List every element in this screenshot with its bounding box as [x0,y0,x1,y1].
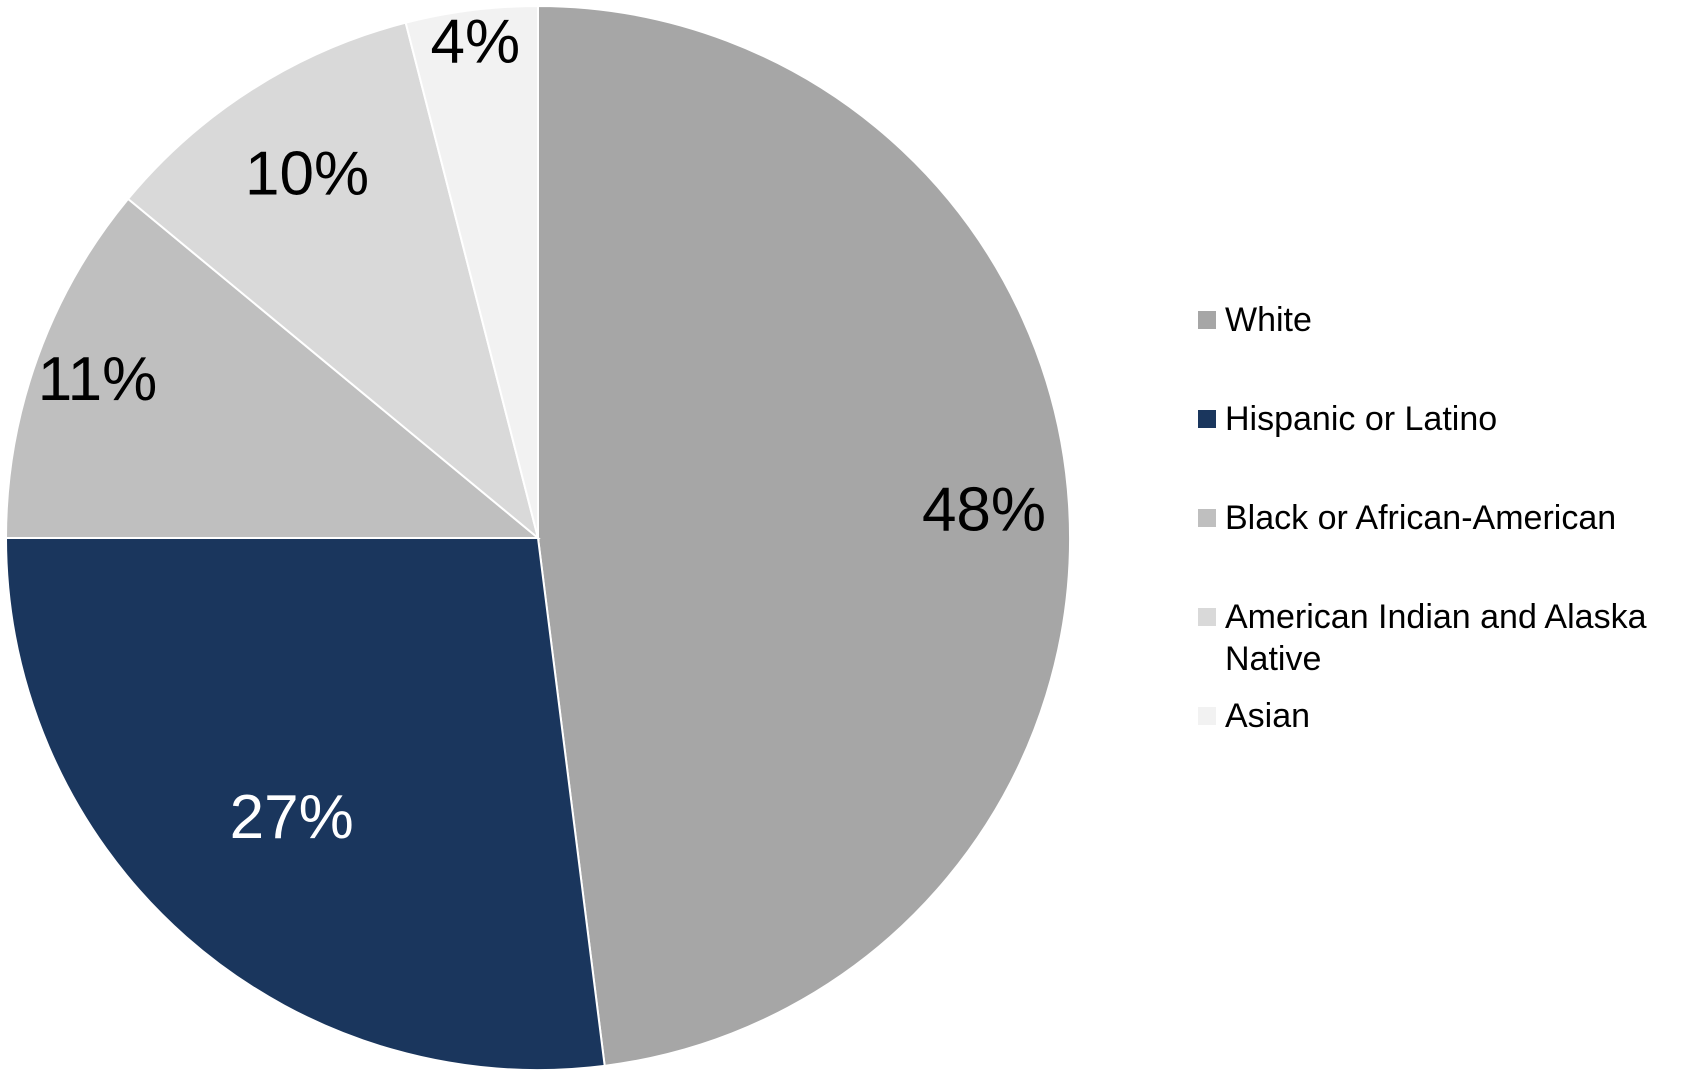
data-label-white: 48% [922,475,1046,544]
legend-swatch-white [1198,311,1216,329]
data-label-black-or-african-american: 11% [38,345,158,414]
legend-swatch-american-indian-and-alaska-native [1198,608,1216,626]
data-label-hispanic-or-latino: 27% [230,783,354,852]
slice-black-or-african-american [4,197,541,539]
legend-swatch-hispanic-or-latino [1198,410,1216,428]
pie-slices [4,4,1072,1071]
slice-asian [404,4,539,539]
legend-label-white: White [1225,301,1312,339]
legend-label-black-or-african-american: Black or African-American [1225,499,1616,537]
legend-swatch-black-or-african-american [1198,509,1216,527]
legend-label-american-indian-and-alaska-native: American Indian and Alaska Native [1225,598,1647,678]
legend-swatch-asian [1198,707,1216,725]
legend-label-asian: Asian [1225,697,1310,735]
slice-hispanic-or-latino [4,537,606,1071]
slice-white [537,4,1072,1067]
pie-data-labels: 48% 27% 11% 10% 4% [38,7,1046,851]
slice-american-indian-and-alaska-native [126,21,540,541]
legend-label-hispanic-or-latino: Hispanic or Latino [1225,400,1497,438]
legend: White Hispanic or Latino Black or African-… [1198,301,1647,735]
data-label-american-indian-and-alaska-native: 10% [245,140,369,209]
data-label-asian: 4% [430,7,520,76]
